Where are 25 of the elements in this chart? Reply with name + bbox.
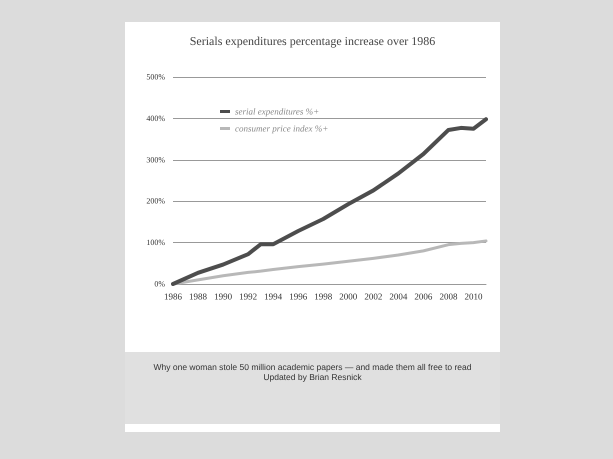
text: Why one woman stole 50 million academic papers — and made them all free to read bbox=[152, 362, 472, 372]
x-tick-label: 1986 bbox=[164, 292, 182, 302]
text: Updated by Brian Resnick bbox=[262, 372, 363, 382]
x-tick-label: 1992 bbox=[239, 292, 258, 302]
x-tick-label: 1990 bbox=[214, 292, 233, 302]
x-tick-label: 2008 bbox=[439, 292, 458, 302]
x-tick-label: 2004 bbox=[389, 292, 408, 302]
x-tick-label: 2010 bbox=[464, 292, 483, 302]
y-tick-label: 300% bbox=[146, 155, 166, 164]
x-tick-label: 2000 bbox=[339, 292, 358, 302]
legend-label: serial expenditures %+ bbox=[235, 106, 320, 116]
y-tick-label: 500% bbox=[146, 72, 166, 82]
chart-title: Serials expenditures percentage increase over 1986 bbox=[190, 34, 436, 48]
y-tick-label: 400% bbox=[146, 114, 166, 123]
x-tick-label: 1996 bbox=[289, 292, 308, 302]
legend-label: consumer price index %+ bbox=[235, 124, 328, 134]
x-tick-label: 1988 bbox=[189, 292, 208, 302]
y-tick-label: 0% bbox=[154, 280, 166, 288]
line-series bbox=[171, 117, 488, 286]
x-tick-label: 1994 bbox=[264, 292, 283, 302]
y-tick-label: 100% bbox=[146, 238, 166, 248]
x-tick-label: 2002 bbox=[364, 292, 382, 302]
x-tick-label: 1998 bbox=[314, 292, 333, 302]
y-tick-label: 200% bbox=[146, 196, 166, 206]
x-tick-label: 2006 bbox=[414, 292, 433, 302]
